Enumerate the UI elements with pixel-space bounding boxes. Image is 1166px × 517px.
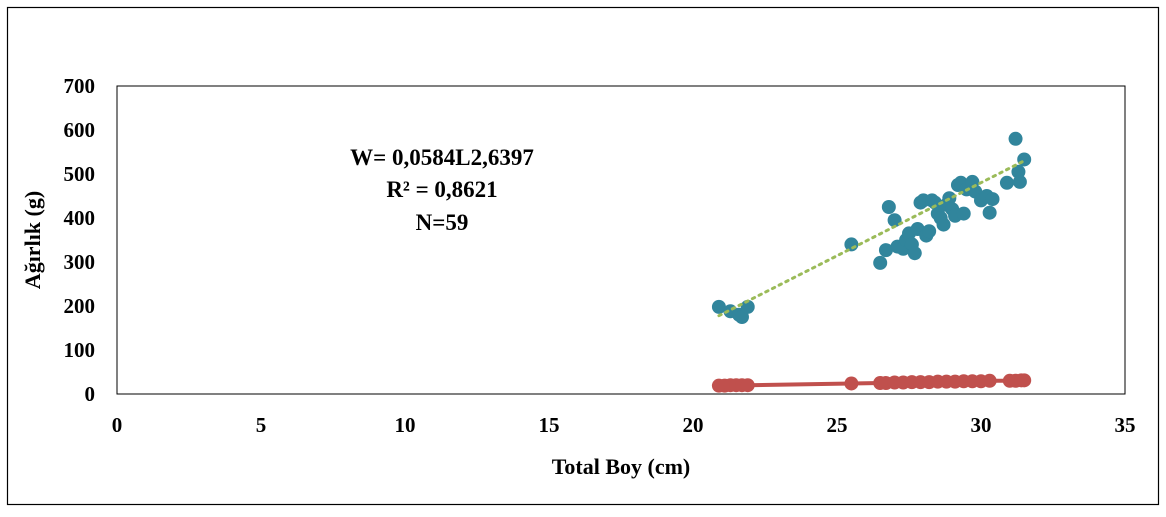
weight-point (873, 255, 888, 270)
weight-point (881, 200, 896, 214)
outer-frame (6, 6, 1160, 506)
length-point (982, 373, 997, 388)
weight-point (927, 195, 942, 210)
weight-point (711, 299, 726, 314)
trendline (717, 159, 1026, 318)
x-axis-label: Total Boy (cm) (552, 454, 691, 479)
length-point (844, 376, 859, 391)
weight-point (878, 243, 893, 258)
x-axis-ticks: 0 5 10 15 20 25 30 35 (112, 413, 1136, 437)
annotation-r-squared: R² = 0,8621 (386, 177, 497, 202)
weight-point (999, 175, 1014, 190)
x-tick-label: 10 (395, 413, 416, 437)
weight-point (922, 224, 937, 239)
y-tick-label: 600 (64, 118, 96, 142)
plot-marks (711, 131, 1032, 393)
weight-point (936, 217, 951, 232)
y-tick-label: 700 (64, 74, 96, 98)
weight-point (1008, 131, 1023, 146)
y-axis-label: Ağırlık (g) (20, 191, 45, 289)
annotation-equation: W= 0,0584L2,6397 (350, 145, 534, 170)
x-tick-label: 0 (112, 413, 123, 437)
weight-point (1012, 174, 1027, 189)
weight-point (1017, 152, 1032, 167)
y-tick-label: 400 (64, 206, 96, 230)
x-tick-label: 5 (256, 413, 267, 437)
weight-point (907, 246, 922, 261)
y-tick-label: 200 (64, 294, 96, 318)
annotation-n: N=59 (416, 210, 469, 235)
weight-point (740, 299, 755, 314)
y-tick-label: 500 (64, 162, 96, 186)
plot-area-frame (116, 85, 1126, 395)
weight-point (982, 205, 997, 220)
x-tick-label: 20 (683, 413, 704, 437)
weight-point (985, 192, 1000, 207)
x-tick-label: 35 (1115, 413, 1136, 437)
x-tick-label: 15 (539, 413, 560, 437)
weight-point (956, 206, 971, 221)
y-axis-ticks: 0 100 200 300 400 500 600 700 (64, 74, 96, 406)
x-tick-label: 30 (971, 413, 992, 437)
length-point (740, 378, 755, 393)
y-tick-label: 300 (64, 250, 96, 274)
x-tick-label: 25 (827, 413, 848, 437)
y-tick-label: 100 (64, 338, 96, 362)
y-tick-label: 0 (85, 382, 96, 406)
length-point (1017, 373, 1032, 388)
